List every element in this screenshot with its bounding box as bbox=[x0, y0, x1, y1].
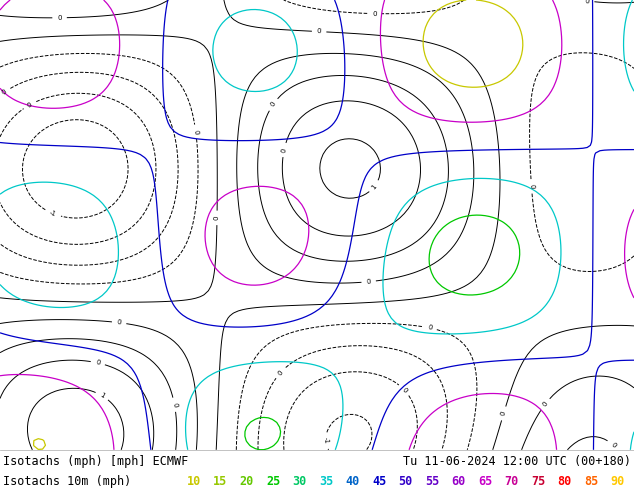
Text: 0: 0 bbox=[372, 11, 377, 17]
Text: 0: 0 bbox=[269, 101, 277, 108]
Text: 0: 0 bbox=[171, 402, 178, 408]
Text: 25: 25 bbox=[266, 475, 280, 488]
Text: Tu 11-06-2024 12:00 UTC (00+180): Tu 11-06-2024 12:00 UTC (00+180) bbox=[403, 455, 631, 468]
Text: 0: 0 bbox=[281, 147, 287, 153]
Text: 85: 85 bbox=[584, 475, 598, 488]
Text: -1: -1 bbox=[49, 209, 57, 218]
Text: 0: 0 bbox=[401, 386, 408, 393]
Text: 1: 1 bbox=[371, 183, 378, 190]
Text: 60: 60 bbox=[451, 475, 466, 488]
Text: 0: 0 bbox=[193, 129, 199, 134]
Text: 0: 0 bbox=[117, 319, 122, 326]
Text: 0: 0 bbox=[27, 101, 33, 108]
Text: 0: 0 bbox=[57, 15, 62, 21]
Text: 1: 1 bbox=[99, 392, 106, 399]
Text: 80: 80 bbox=[557, 475, 572, 488]
Text: 90: 90 bbox=[611, 475, 624, 488]
Text: 20: 20 bbox=[240, 475, 254, 488]
Text: 75: 75 bbox=[531, 475, 545, 488]
Text: 45: 45 bbox=[372, 475, 386, 488]
Text: 30: 30 bbox=[293, 475, 307, 488]
Text: 0: 0 bbox=[500, 411, 507, 416]
Text: 0: 0 bbox=[585, 0, 590, 4]
Text: -1: -1 bbox=[323, 437, 329, 444]
Text: Isotachs 10m (mph): Isotachs 10m (mph) bbox=[3, 475, 131, 488]
Text: 10: 10 bbox=[187, 475, 201, 488]
Text: 35: 35 bbox=[319, 475, 333, 488]
Text: 0: 0 bbox=[541, 401, 549, 408]
Text: 0: 0 bbox=[528, 184, 534, 189]
Text: 50: 50 bbox=[399, 475, 413, 488]
Text: 0: 0 bbox=[317, 28, 321, 35]
Text: 70: 70 bbox=[505, 475, 519, 488]
Text: 0: 0 bbox=[609, 441, 617, 449]
Text: 0: 0 bbox=[95, 360, 101, 367]
Text: 0: 0 bbox=[1, 89, 8, 96]
Text: 0: 0 bbox=[366, 278, 371, 285]
Text: 0: 0 bbox=[214, 216, 220, 220]
Text: 0: 0 bbox=[277, 369, 284, 376]
Text: 15: 15 bbox=[213, 475, 228, 488]
Text: 0: 0 bbox=[427, 324, 432, 331]
Text: Isotachs (mph) [mph] ECMWF: Isotachs (mph) [mph] ECMWF bbox=[3, 455, 188, 468]
Text: 55: 55 bbox=[425, 475, 439, 488]
Text: 40: 40 bbox=[346, 475, 360, 488]
Text: 65: 65 bbox=[478, 475, 493, 488]
